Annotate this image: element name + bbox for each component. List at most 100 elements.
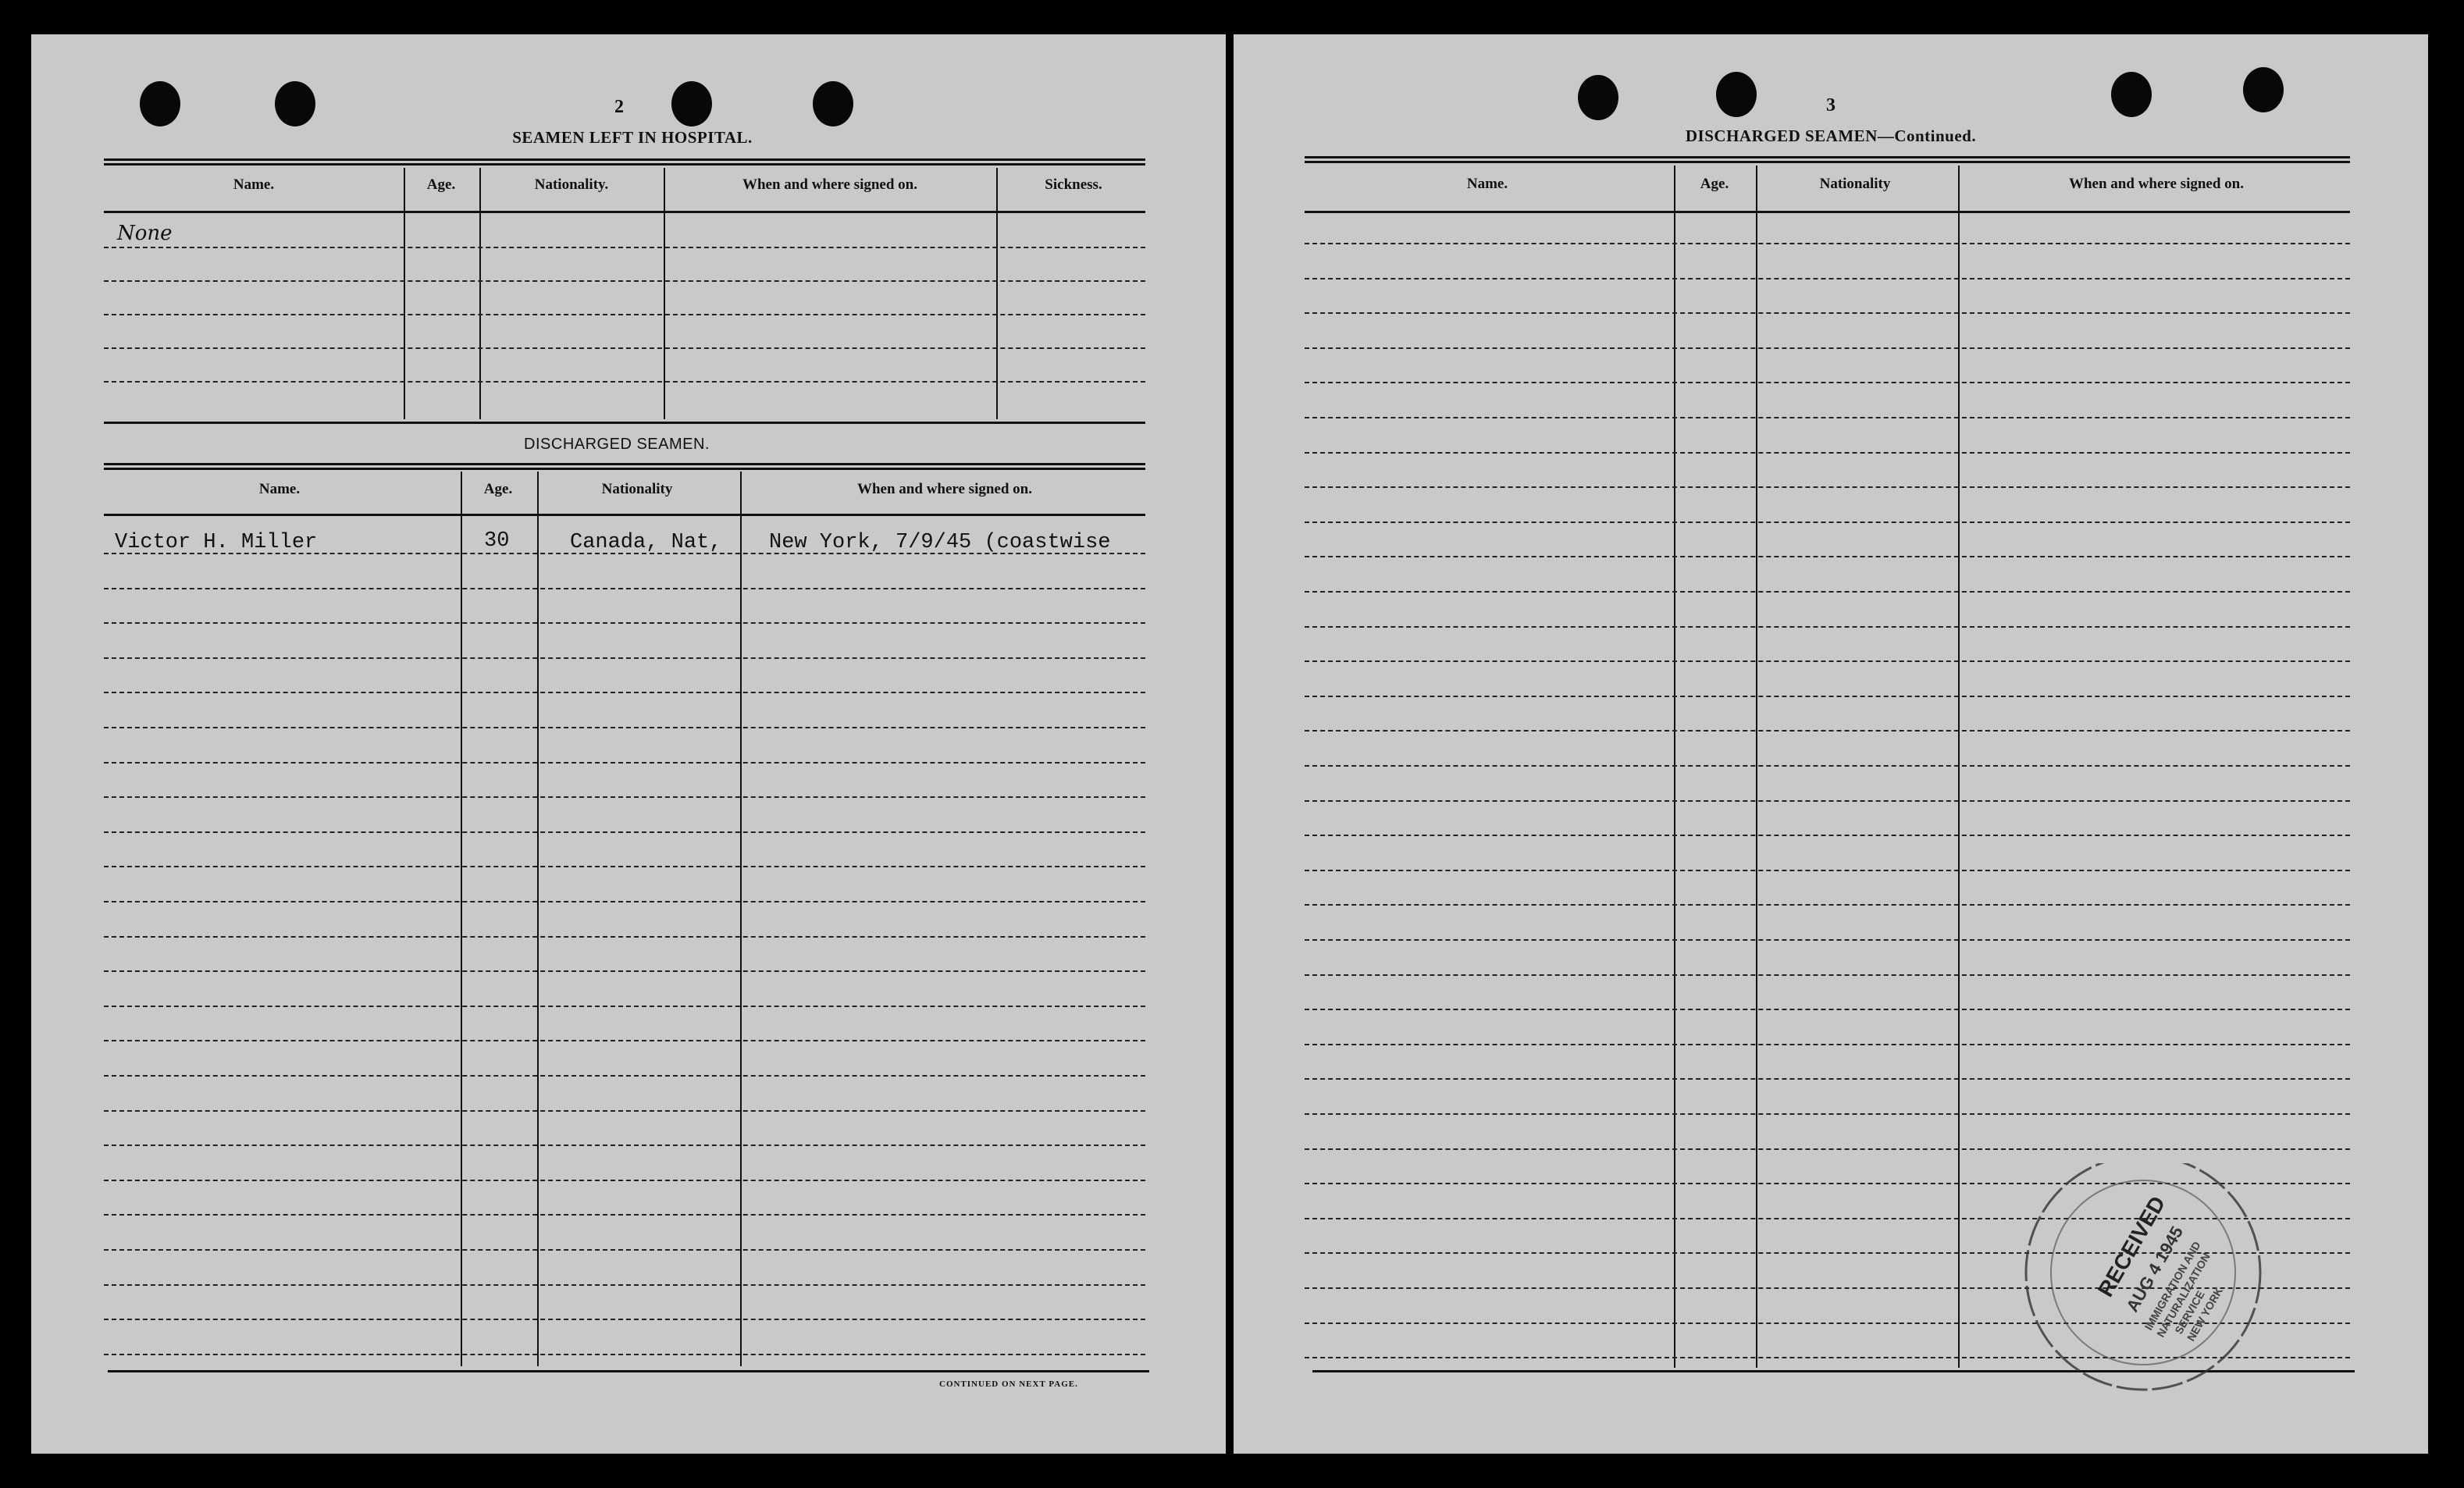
dotted-row-line (104, 762, 1145, 764)
bottom-rule (108, 1370, 1149, 1372)
dotted-row-line (1305, 696, 2350, 697)
punch-hole (2243, 67, 2284, 112)
dotted-row-line (1305, 486, 2350, 488)
dotted-row-line (104, 796, 1145, 798)
dotted-row-line (1305, 1322, 2350, 1324)
dotted-row-line (104, 1006, 1145, 1007)
dotted-row-line (104, 347, 1145, 349)
column-divider (461, 472, 462, 1366)
dotted-row-line (104, 657, 1145, 659)
dotted-row-line (1305, 417, 2350, 418)
column-divider (664, 168, 665, 419)
col-header: Age. (1700, 176, 1729, 192)
seaman-name: Victor H. Miller (115, 531, 318, 554)
dotted-row-line (1305, 660, 2350, 662)
dotted-row-line (104, 866, 1145, 867)
dotted-row-line (1305, 382, 2350, 383)
double-rule (1305, 156, 2350, 163)
dotted-row-line (1305, 1357, 2350, 1358)
dotted-row-line (1305, 1183, 2350, 1184)
punch-hole (275, 81, 315, 126)
punch-hole (2111, 72, 2152, 117)
col-header: When and where signed on. (856, 481, 1033, 497)
dotted-row-line (1305, 730, 2350, 732)
col-header: Nationality (1819, 176, 1891, 192)
dotted-row-line (104, 1284, 1145, 1286)
dotted-row-line (1305, 1078, 2350, 1080)
column-divider (1756, 166, 1757, 1368)
dotted-row-line (104, 970, 1145, 972)
dotted-row-line (1305, 835, 2350, 836)
col-header: Name. (258, 481, 301, 497)
dotted-row-line (1305, 556, 2350, 557)
discharged-title: DISCHARGED SEAMEN. (524, 436, 710, 453)
dotted-row-line (104, 1144, 1145, 1146)
dotted-row-line (1305, 1252, 2350, 1254)
bottom-rule (1312, 1370, 2355, 1372)
dotted-row-line (104, 692, 1145, 693)
dotted-row-line (1305, 765, 2350, 767)
punch-hole (1578, 75, 1618, 120)
discharged-continued-title: DISCHARGED SEAMEN—Continued. (1685, 126, 1977, 145)
dotted-row-line (1305, 939, 2350, 941)
column-divider (996, 168, 998, 419)
dotted-row-line (1305, 800, 2350, 802)
punch-hole (140, 81, 180, 126)
column-divider (740, 472, 742, 1366)
section-rule (104, 422, 1145, 424)
punch-hole (671, 81, 712, 126)
dotted-row-line (1305, 1287, 2350, 1289)
handwritten-none: None (117, 222, 173, 245)
dotted-row-line (1305, 1218, 2350, 1219)
dotted-row-line (104, 553, 1145, 554)
col-header: Nationality (601, 481, 673, 497)
col-header: Nationality. (534, 176, 609, 193)
column-divider (1958, 166, 1960, 1368)
header-rule (1305, 211, 2350, 213)
dotted-row-line (104, 381, 1145, 383)
left-page (31, 34, 1226, 1454)
dotted-row-line (104, 1075, 1145, 1077)
header-rule (104, 514, 1145, 516)
right-page (1234, 34, 2428, 1454)
dotted-row-line (104, 1110, 1145, 1112)
page-number: 3 (1826, 95, 1836, 116)
seaman-nationality: Canada, Nat, (570, 531, 722, 554)
dotted-row-line (104, 280, 1145, 282)
dotted-row-line (104, 622, 1145, 624)
dotted-row-line (1305, 522, 2350, 523)
dotted-row-line (104, 1319, 1145, 1320)
seaman-age: 30 (484, 529, 510, 553)
page-number: 2 (614, 97, 624, 117)
col-header: When and where signed on. (742, 176, 918, 193)
dotted-row-line (1305, 626, 2350, 628)
dotted-row-line (1305, 1044, 2350, 1045)
dotted-row-line (104, 1180, 1145, 1181)
punch-hole (813, 81, 853, 126)
double-rule (104, 158, 1145, 166)
col-header: Age. (426, 176, 456, 193)
dotted-row-line (104, 936, 1145, 938)
double-rule (104, 463, 1145, 470)
dotted-row-line (1305, 312, 2350, 314)
continued-note: CONTINUED ON NEXT PAGE. (939, 1379, 1078, 1389)
dotted-row-line (1305, 347, 2350, 349)
punch-hole (1716, 72, 1757, 117)
dotted-row-line (104, 247, 1145, 248)
dotted-row-line (104, 314, 1145, 315)
col-header: Name. (233, 176, 275, 193)
dotted-row-line (1305, 1009, 2350, 1010)
dotted-row-line (1305, 974, 2350, 976)
dotted-row-line (1305, 870, 2350, 871)
dotted-row-line (104, 1354, 1145, 1355)
dotted-row-line (104, 727, 1145, 728)
column-divider (537, 472, 539, 1366)
dotted-row-line (1305, 591, 2350, 593)
seaman-signed-on: New York, 7/9/45 (coastwise (769, 531, 1111, 554)
dotted-row-line (104, 831, 1145, 833)
dotted-row-line (104, 1249, 1145, 1251)
column-divider (404, 168, 405, 419)
dotted-row-line (1305, 1113, 2350, 1115)
col-header: Name. (1466, 176, 1508, 192)
dotted-row-line (1305, 278, 2350, 279)
